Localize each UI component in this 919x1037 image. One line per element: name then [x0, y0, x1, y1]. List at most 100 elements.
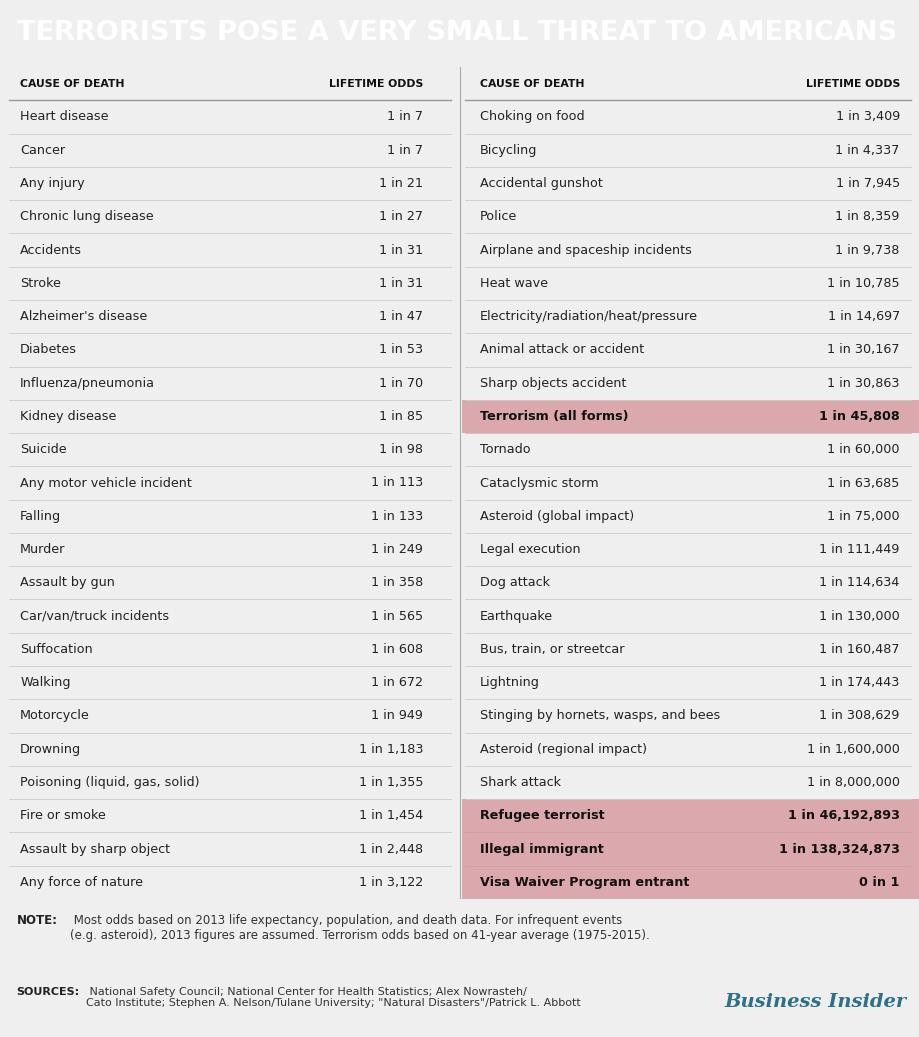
Text: Airplane and spaceship incidents: Airplane and spaceship incidents	[480, 244, 691, 256]
Text: Illegal immigrant: Illegal immigrant	[480, 843, 604, 856]
Text: 1 in 4,337: 1 in 4,337	[834, 144, 899, 157]
Text: 1 in 10,785: 1 in 10,785	[826, 277, 899, 289]
Text: Choking on food: Choking on food	[480, 110, 584, 123]
Text: 1 in 30,863: 1 in 30,863	[826, 376, 899, 390]
Text: Kidney disease: Kidney disease	[20, 410, 117, 423]
Text: Cataclysmic storm: Cataclysmic storm	[480, 476, 598, 489]
Text: 1 in 47: 1 in 47	[379, 310, 423, 324]
Text: Visa Waiver Program entrant: Visa Waiver Program entrant	[480, 876, 689, 889]
Text: Falling: Falling	[20, 510, 62, 523]
Text: LIFETIME ODDS: LIFETIME ODDS	[805, 79, 899, 88]
Text: Refugee terrorist: Refugee terrorist	[480, 809, 604, 822]
Text: Tornado: Tornado	[480, 443, 530, 456]
Text: 1 in 30,167: 1 in 30,167	[826, 343, 899, 357]
Text: 1 in 9,738: 1 in 9,738	[834, 244, 899, 256]
Text: 1 in 27: 1 in 27	[379, 211, 423, 223]
Text: 1 in 7: 1 in 7	[387, 144, 423, 157]
Text: Chronic lung disease: Chronic lung disease	[20, 211, 153, 223]
Text: Alzheimer's disease: Alzheimer's disease	[20, 310, 147, 324]
Text: 1 in 70: 1 in 70	[379, 376, 423, 390]
Text: 1 in 672: 1 in 672	[370, 676, 423, 690]
Text: Electricity/radiation/heat/pressure: Electricity/radiation/heat/pressure	[480, 310, 698, 324]
Text: 1 in 46,192,893: 1 in 46,192,893	[787, 809, 899, 822]
Text: 1 in 75,000: 1 in 75,000	[826, 510, 899, 523]
Text: 1 in 130,000: 1 in 130,000	[818, 610, 899, 622]
Text: Legal execution: Legal execution	[480, 543, 580, 556]
Text: Business Insider: Business Insider	[723, 993, 905, 1011]
Text: 1 in 160,487: 1 in 160,487	[819, 643, 899, 655]
Text: Bus, train, or streetcar: Bus, train, or streetcar	[480, 643, 624, 655]
Text: 1 in 565: 1 in 565	[370, 610, 423, 622]
Text: Murder: Murder	[20, 543, 65, 556]
Text: Suicide: Suicide	[20, 443, 67, 456]
Text: Assault by sharp object: Assault by sharp object	[20, 843, 170, 856]
Text: Motorcycle: Motorcycle	[20, 709, 90, 723]
Bar	[461, 400, 919, 433]
Text: Poisoning (liquid, gas, solid): Poisoning (liquid, gas, solid)	[20, 776, 199, 789]
Text: Accidental gunshot: Accidental gunshot	[480, 177, 603, 190]
Text: Assault by gun: Assault by gun	[20, 577, 115, 589]
Text: 1 in 249: 1 in 249	[371, 543, 423, 556]
Text: Influenza/pneumonia: Influenza/pneumonia	[20, 376, 155, 390]
Text: 1 in 3,409: 1 in 3,409	[834, 110, 899, 123]
Text: Car/van/truck incidents: Car/van/truck incidents	[20, 610, 169, 622]
Text: 1 in 1,183: 1 in 1,183	[358, 742, 423, 756]
Text: 1 in 63,685: 1 in 63,685	[826, 476, 899, 489]
Text: Police: Police	[480, 211, 516, 223]
Text: Drowning: Drowning	[20, 742, 81, 756]
Text: 1 in 608: 1 in 608	[370, 643, 423, 655]
Text: Sharp objects accident: Sharp objects accident	[480, 376, 626, 390]
Text: Animal attack or accident: Animal attack or accident	[480, 343, 644, 357]
Text: 1 in 8,359: 1 in 8,359	[834, 211, 899, 223]
Text: 1 in 7: 1 in 7	[387, 110, 423, 123]
Text: Earthquake: Earthquake	[480, 610, 552, 622]
Text: Shark attack: Shark attack	[480, 776, 561, 789]
Text: Heat wave: Heat wave	[480, 277, 548, 289]
Text: 1 in 85: 1 in 85	[379, 410, 423, 423]
Text: 1 in 31: 1 in 31	[379, 277, 423, 289]
Text: Most odds based on 2013 life expectancy, population, and death data. For infrequ: Most odds based on 2013 life expectancy,…	[70, 914, 649, 942]
Text: Accidents: Accidents	[20, 244, 82, 256]
Text: Fire or smoke: Fire or smoke	[20, 809, 106, 822]
Text: Terrorism (all forms): Terrorism (all forms)	[480, 410, 628, 423]
Text: Dog attack: Dog attack	[480, 577, 550, 589]
Text: Cancer: Cancer	[20, 144, 65, 157]
Text: 1 in 133: 1 in 133	[370, 510, 423, 523]
Text: 1 in 2,448: 1 in 2,448	[358, 843, 423, 856]
Text: 1 in 98: 1 in 98	[379, 443, 423, 456]
Text: 1 in 138,324,873: 1 in 138,324,873	[777, 843, 899, 856]
Text: 1 in 111,449: 1 in 111,449	[819, 543, 899, 556]
Text: 1 in 113: 1 in 113	[370, 476, 423, 489]
Text: 1 in 31: 1 in 31	[379, 244, 423, 256]
Text: 1 in 1,355: 1 in 1,355	[358, 776, 423, 789]
Text: 1 in 14,697: 1 in 14,697	[826, 310, 899, 324]
Text: Lightning: Lightning	[480, 676, 539, 690]
Text: 1 in 60,000: 1 in 60,000	[826, 443, 899, 456]
Text: Suffocation: Suffocation	[20, 643, 93, 655]
Bar	[461, 866, 919, 899]
Text: 0 in 1: 0 in 1	[858, 876, 899, 889]
Text: National Safety Council; National Center for Health Statistics; Alex Nowrasteh/
: National Safety Council; National Center…	[85, 986, 580, 1008]
Text: 1 in 308,629: 1 in 308,629	[819, 709, 899, 723]
Text: TERRORISTS POSE A VERY SMALL THREAT TO AMERICANS: TERRORISTS POSE A VERY SMALL THREAT TO A…	[17, 21, 896, 47]
Text: SOURCES:: SOURCES:	[17, 986, 80, 997]
Text: Walking: Walking	[20, 676, 71, 690]
Text: 1 in 114,634: 1 in 114,634	[819, 577, 899, 589]
Text: Asteroid (global impact): Asteroid (global impact)	[480, 510, 634, 523]
Text: 1 in 1,600,000: 1 in 1,600,000	[806, 742, 899, 756]
Text: Any injury: Any injury	[20, 177, 85, 190]
Text: 1 in 1,454: 1 in 1,454	[358, 809, 423, 822]
Text: 1 in 949: 1 in 949	[371, 709, 423, 723]
Text: Asteroid (regional impact): Asteroid (regional impact)	[480, 742, 647, 756]
Text: 1 in 21: 1 in 21	[379, 177, 423, 190]
Bar	[461, 833, 919, 866]
Text: Bicycling: Bicycling	[480, 144, 537, 157]
Text: NOTE:: NOTE:	[17, 914, 58, 927]
Text: CAUSE OF DEATH: CAUSE OF DEATH	[20, 79, 125, 88]
Text: 1 in 8,000,000: 1 in 8,000,000	[806, 776, 899, 789]
Text: Any motor vehicle incident: Any motor vehicle incident	[20, 476, 192, 489]
Text: 1 in 45,808: 1 in 45,808	[818, 410, 899, 423]
Text: 1 in 3,122: 1 in 3,122	[358, 876, 423, 889]
Text: 1 in 358: 1 in 358	[370, 577, 423, 589]
Text: LIFETIME ODDS: LIFETIME ODDS	[329, 79, 423, 88]
